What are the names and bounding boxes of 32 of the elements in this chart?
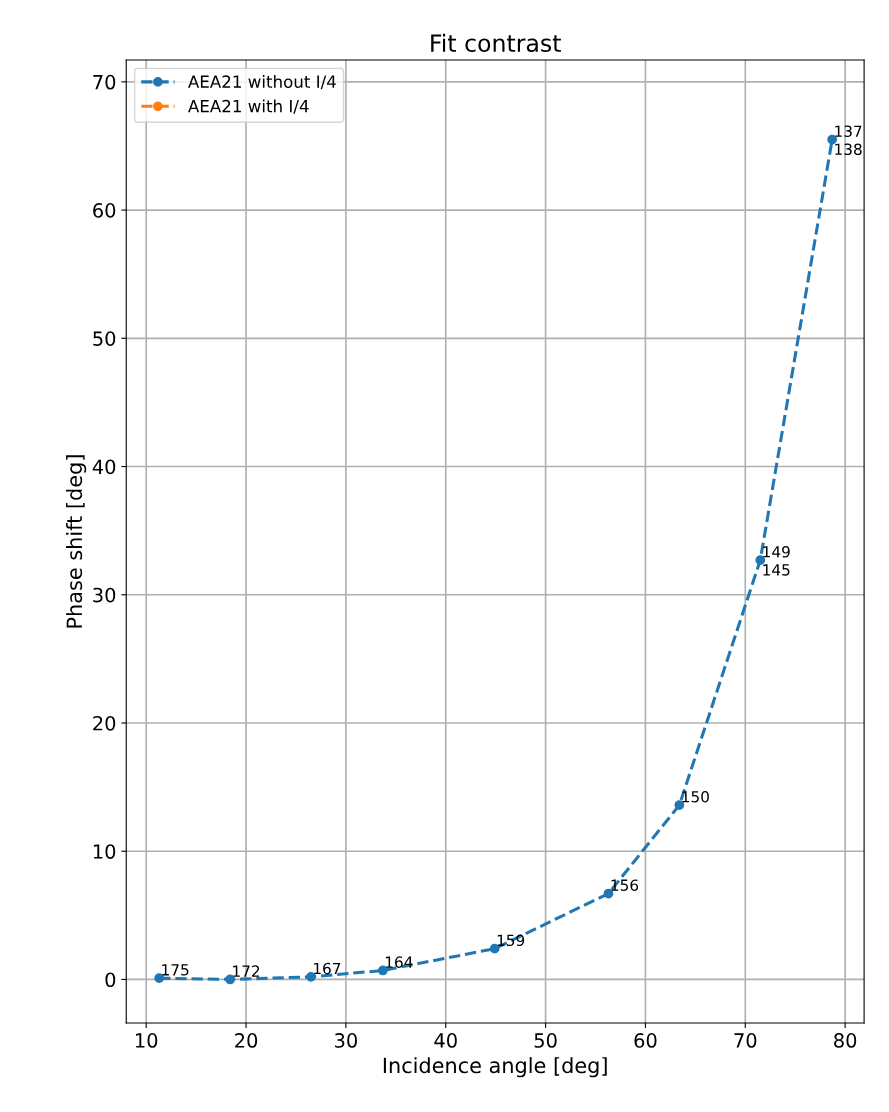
x-tick-label: 70 bbox=[734, 1033, 757, 1048]
annotation: 138 bbox=[835, 143, 862, 156]
y-axis-title: Phase shift [deg] bbox=[66, 455, 87, 628]
point bbox=[377, 965, 388, 976]
y-tick-label: 50 bbox=[93, 331, 116, 346]
x-tick-label: 50 bbox=[534, 1033, 557, 1048]
annotation: 164 bbox=[385, 956, 413, 968]
x-tick-label: 40 bbox=[434, 1033, 457, 1048]
y-tick-label: 0 bbox=[105, 972, 116, 988]
annotation: 137 bbox=[835, 125, 862, 137]
x-tick-label: 60 bbox=[634, 1033, 657, 1048]
x-tick-label: 20 bbox=[235, 1033, 258, 1048]
y-tick-label: 40 bbox=[92, 459, 116, 475]
point bbox=[306, 972, 316, 982]
annotation: 167 bbox=[314, 962, 341, 975]
y-tick-label: 30 bbox=[93, 587, 116, 603]
annotation: 149 bbox=[763, 546, 790, 558]
y-tick-label: 70 bbox=[93, 74, 116, 90]
annotation: 172 bbox=[233, 965, 260, 977]
x-axis-title: Incidence angle [deg] bbox=[383, 1057, 607, 1078]
x-tick-label: 10 bbox=[135, 1033, 158, 1048]
annotation: 145 bbox=[763, 564, 790, 576]
x-tick-label: 30 bbox=[335, 1033, 357, 1048]
legend-label: AEA21 with I/4 bbox=[188, 99, 309, 114]
legend-label: AEA21 without I/4 bbox=[188, 75, 336, 90]
y-tick-label: 10 bbox=[93, 844, 116, 859]
chart-title: Fit contrast bbox=[431, 33, 561, 53]
annotation: 175 bbox=[162, 964, 189, 976]
y-tick-label: 60 bbox=[93, 203, 116, 218]
x-tick-label: 80 bbox=[834, 1033, 857, 1048]
point bbox=[225, 974, 235, 985]
y-tick-label: 20 bbox=[93, 715, 116, 731]
